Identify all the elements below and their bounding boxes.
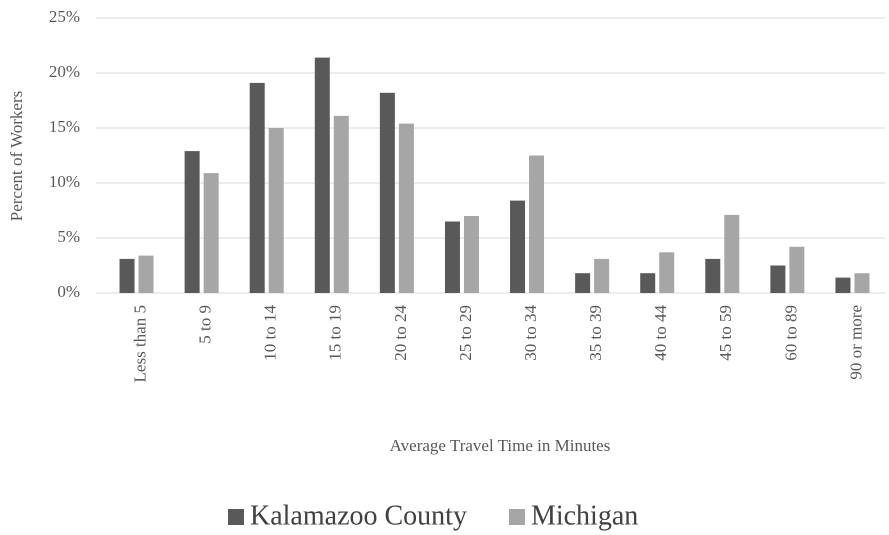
bar [640, 273, 656, 293]
legend-label: Kalamazoo County [250, 500, 467, 531]
bar [789, 246, 805, 293]
bar [529, 155, 545, 293]
bar [138, 255, 154, 293]
bar [594, 258, 610, 293]
bar [119, 258, 135, 293]
x-tick-label: 10 to 14 [261, 305, 280, 361]
x-tick-label: 15 to 19 [326, 305, 345, 361]
bar [398, 123, 414, 293]
x-axis-title: Average Travel Time in Minutes [390, 436, 611, 455]
y-axis-title: Percent of Workers [7, 91, 26, 222]
y-tick-label: 5% [57, 227, 80, 246]
y-tick-label: 0% [57, 282, 80, 301]
x-tick-label: 35 to 39 [586, 305, 605, 361]
bar [770, 265, 786, 293]
bar [203, 173, 219, 293]
legend-swatch [508, 509, 525, 525]
y-tick-label: 15% [49, 117, 80, 136]
bar [268, 128, 284, 293]
y-tick-label: 25% [49, 7, 80, 26]
x-tick-label: 20 to 24 [391, 305, 410, 361]
bar [249, 82, 265, 294]
bar [659, 252, 675, 293]
x-tick-label: 90 or more [846, 305, 865, 380]
x-tick-label: 40 to 44 [651, 305, 670, 361]
y-tick-label: 20% [49, 62, 80, 81]
x-tick-label: 25 to 29 [456, 305, 475, 361]
bar [575, 273, 591, 293]
bar [333, 115, 349, 294]
legend-swatch [228, 509, 244, 525]
bar [510, 200, 526, 293]
x-tick-label: 30 to 34 [521, 305, 540, 361]
legend-label: Michigan [531, 500, 638, 531]
bar [854, 273, 870, 293]
bar [705, 258, 721, 293]
bar [184, 151, 200, 293]
x-tick-label: 5 to 9 [196, 305, 215, 344]
x-tick-label: 60 to 89 [781, 305, 800, 361]
y-tick-label: 10% [49, 172, 80, 191]
bar [444, 221, 460, 293]
bar [463, 216, 479, 293]
x-tick-label: 45 to 59 [716, 305, 735, 361]
bar [724, 214, 740, 293]
bar [835, 277, 851, 293]
bar [379, 92, 395, 293]
bar [314, 57, 330, 293]
x-tick-label: Less than 5 [130, 305, 149, 382]
